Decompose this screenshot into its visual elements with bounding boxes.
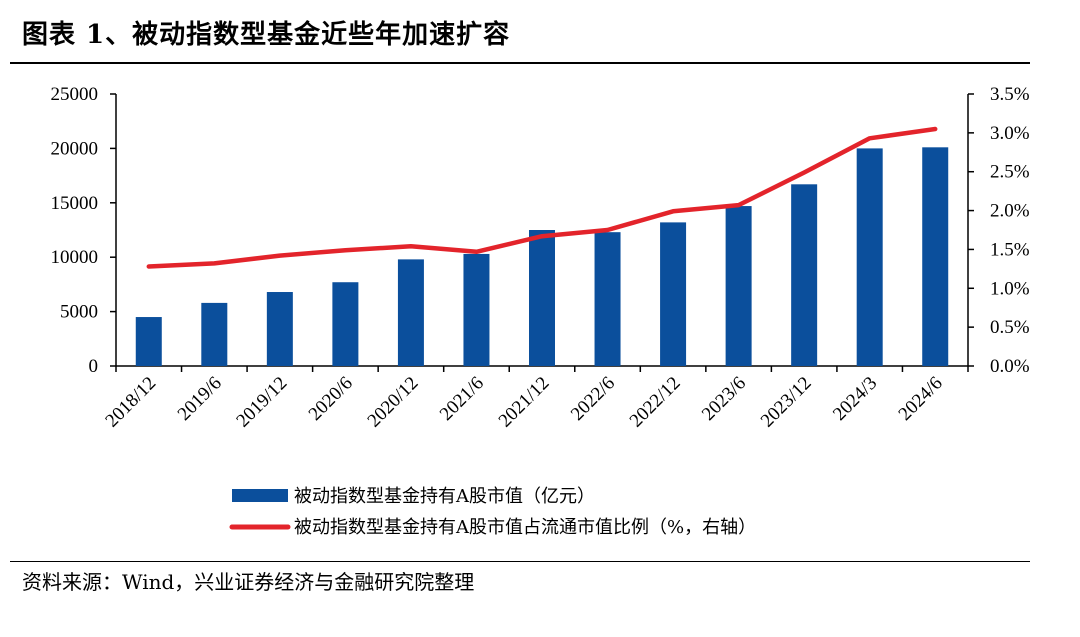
- legend: 被动指数型基金持有A股市值（亿元） 被动指数型基金持有A股市值占流通市值比例（%，…: [229, 486, 756, 538]
- title-divider: [10, 62, 1030, 64]
- y-right-tick-label: 0.5%: [990, 317, 1030, 338]
- x-tick-label: 2022/12: [626, 373, 685, 432]
- y-right-tick-label: 2.5%: [990, 162, 1030, 183]
- combo-chart: 0 5000 10000 15000 20000 25000 0.0% 0.5% 1.0% 1.5…: [51, 84, 1030, 538]
- y-left-tick-label: 20000: [51, 138, 99, 159]
- bar-2024-6: [922, 147, 949, 366]
- x-tick-label: 2018/12: [101, 373, 160, 432]
- y-left-tick-label: 5000: [60, 302, 98, 323]
- chart-axes: 0 5000 10000 15000 20000 25000 0.0% 0.5% 1.0% 1.5…: [51, 84, 1030, 377]
- legend-bar-swatch: [232, 489, 288, 502]
- x-tick-label: 2020/6: [305, 373, 357, 425]
- y-right-tick-label: 3.5%: [990, 84, 1030, 105]
- x-tick-labels: 2018/12 2019/6 2019/12 2020/6 2020/12 2021/6 2…: [101, 373, 946, 432]
- ratio-line: [146, 126, 938, 269]
- x-tick-label: 2020/12: [364, 373, 423, 432]
- line-series: [146, 126, 938, 269]
- y-right-tick-label: 1.0%: [990, 278, 1030, 299]
- x-tick-label: 2022/6: [567, 373, 619, 425]
- y-left-tick-label: 25000: [51, 84, 99, 105]
- y-left-tick-label: 0: [89, 356, 99, 377]
- y-right-tick-label: 0.0%: [990, 356, 1030, 377]
- y-left-tick-label: 15000: [51, 193, 99, 214]
- bar-2022-12: [660, 222, 687, 366]
- bar-2020-6: [332, 282, 359, 366]
- source-divider: [10, 561, 1030, 562]
- x-tick-label: 2023/6: [698, 373, 750, 425]
- x-tick-label: 2021/6: [436, 373, 488, 425]
- y-left-tick-label: 10000: [51, 247, 99, 268]
- x-tick-label: 2023/12: [757, 373, 816, 432]
- bar-2023-6: [725, 206, 752, 366]
- y-right-tick-label: 2.0%: [990, 201, 1030, 222]
- legend-bar-label: 被动指数型基金持有A股市值（亿元）: [294, 486, 595, 507]
- bar-2024-3: [856, 148, 883, 366]
- bar-2023-12: [791, 184, 818, 366]
- y-right-tick-label: 1.5%: [990, 239, 1030, 260]
- source-note: 资料来源：Wind，兴业证券经济与金融研究院整理: [22, 570, 475, 594]
- bar-2021-6: [463, 253, 490, 366]
- bar-2020-12: [397, 259, 424, 366]
- bar-2019-6: [201, 302, 228, 366]
- bar-2022-6: [594, 232, 621, 366]
- x-tick-label: 2024/3: [829, 373, 881, 425]
- x-tick-label: 2021/12: [495, 373, 554, 432]
- chart-title: 图表 1、被动指数型基金近些年加速扩容: [22, 20, 511, 50]
- y-right-tick-label: 3.0%: [990, 123, 1030, 144]
- x-tick-label: 2019/6: [174, 373, 226, 425]
- legend-line-label: 被动指数型基金持有A股市值占流通市值比例（%，右轴）: [294, 517, 756, 538]
- bar-series: [135, 147, 949, 366]
- bar-2019-12: [266, 292, 293, 366]
- x-tick-label: 2019/12: [232, 373, 291, 432]
- bar-2018-12: [135, 317, 162, 366]
- bar-2021-12: [529, 230, 555, 366]
- x-tick-label: 2024/6: [895, 373, 947, 425]
